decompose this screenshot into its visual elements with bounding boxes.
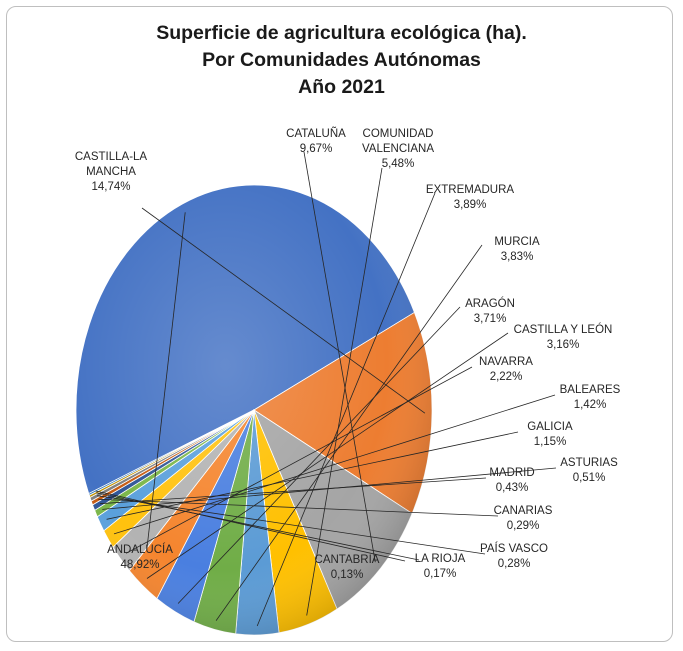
category-label-navarra: NAVARRA (479, 356, 533, 368)
category-label-castilla-y-leon: CASTILLA Y LEÓN (514, 323, 613, 336)
value-label-asturias: 0,51% (573, 472, 606, 484)
value-label-murcia: 3,83% (501, 251, 534, 263)
data-label-cantabria: CANTABRIA 0,13% (315, 554, 380, 581)
data-label-murcia: MURCIA 3,83% (494, 236, 540, 263)
value-label-cantabria: 0,13% (331, 569, 364, 581)
category-label-cantabria: CANTABRIA (315, 554, 380, 566)
category-label-comunidad-valenciana: COMUNIDAD (363, 128, 434, 140)
category-label-asturias: ASTURIAS (560, 457, 618, 469)
value-label-pais-vasco: 0,28% (498, 558, 531, 570)
data-label-comunidad-valenciana: COMUNIDAD VALENCIANA 5,48% (362, 128, 434, 170)
data-label-castilla-la-mancha: CASTILLA-LA MANCHA 14,74% (75, 151, 148, 193)
value-label-baleares: 1,42% (574, 399, 607, 411)
leader-line-castilla-y-leon (146, 332, 509, 579)
category-label-galicia: GALICIA (527, 421, 573, 433)
value-label-castilla-y-leon: 3,16% (547, 339, 580, 351)
category-label-madrid: MADRID (489, 467, 534, 479)
category-label-cataluna: CATALUÑA (286, 127, 346, 140)
category-label-pais-vasco: PAÍS VASCO (480, 542, 548, 555)
data-label-cataluna: CATALUÑA 9,67% (286, 127, 346, 155)
value-label-navarra: 2,22% (490, 371, 523, 383)
leader-line-aragon (177, 306, 461, 604)
leader-line-andalucia (146, 212, 186, 549)
category-label-baleares: BALEARES (560, 384, 621, 396)
data-label-andalucia: ANDALUCÍA 48,92% (107, 543, 173, 571)
data-label-navarra: NAVARRA 2,22% (479, 356, 533, 383)
data-label-aragon: ARAGÓN 3,71% (465, 297, 515, 325)
data-label-galicia: GALICIA 1,15% (527, 421, 573, 448)
leader-line-comunidad-valenciana (306, 167, 383, 616)
data-label-asturias: ASTURIAS 0,51% (560, 457, 618, 484)
chart-title-line-3: Año 2021 (298, 76, 385, 98)
value-label-galicia: 1,15% (534, 436, 567, 448)
category-label-extremadura: EXTREMADURA (426, 184, 515, 196)
value-label-comunidad-valenciana: 5,48% (382, 158, 415, 170)
leader-line-madrid (99, 477, 487, 505)
leader-line-la-rioja (96, 492, 420, 561)
category-label-castilla-la-mancha: CASTILLA-LA (75, 151, 148, 163)
value-label-canarias: 0,29% (507, 520, 540, 532)
leader-line-baleares (113, 394, 556, 535)
data-label-baleares: BALEARES 1,42% (560, 384, 621, 411)
value-label-cataluna: 9,67% (300, 143, 333, 155)
leader-lines (95, 151, 557, 627)
value-label-madrid: 0,43% (496, 482, 529, 494)
category-label-murcia: MURCIA (494, 236, 540, 248)
leader-line-canarias (98, 498, 499, 517)
data-label-canarias: CANARIAS 0,29% (494, 505, 553, 532)
chart-title: Superficie de agricultura ecológica (ha)… (0, 20, 683, 101)
category-label-aragon: ARAGÓN (465, 297, 515, 310)
chart-title-line-1: Superficie de agricultura ecológica (ha)… (156, 22, 527, 44)
leader-line-pais-vasco (97, 495, 486, 555)
chart-title-line-2: Por Comunidades Autónomas (202, 49, 481, 71)
data-label-pais-vasco: PAÍS VASCO 0,28% (480, 542, 548, 570)
category-label-comunidad-valenciana: VALENCIANA (362, 143, 434, 155)
leader-line-cataluna (303, 151, 376, 563)
leader-line-navarra (125, 366, 473, 554)
category-label-la-rioja: LA RIOJA (415, 553, 466, 565)
value-label-la-rioja: 0,17% (424, 568, 457, 580)
data-label-la-rioja: LA RIOJA 0,17% (415, 553, 466, 580)
value-label-extremadura: 3,89% (454, 199, 487, 211)
value-label-aragon: 3,71% (474, 313, 507, 325)
category-label-castilla-la-mancha: MANCHA (86, 166, 136, 178)
leader-line-galicia (106, 431, 519, 520)
value-label-castilla-la-mancha: 14,74% (91, 181, 130, 193)
category-label-canarias: CANARIAS (494, 505, 553, 517)
data-labels: ANDALUCÍA 48,92%CASTILLA-LA MANCHA 14,74%CA… (75, 127, 621, 581)
data-label-extremadura: EXTREMADURA 3,89% (426, 184, 515, 211)
leader-line-cantabria (95, 490, 406, 562)
leader-line-castilla-la-mancha (141, 207, 426, 414)
leader-line-extremadura (256, 192, 436, 627)
category-label-andalucia: ANDALUCÍA (107, 543, 173, 556)
data-label-madrid: MADRID 0,43% (489, 467, 534, 494)
value-label-andalucia: 48,92% (120, 559, 159, 571)
data-label-castilla-y-leon: CASTILLA Y LEÓN 3,16% (514, 323, 613, 351)
